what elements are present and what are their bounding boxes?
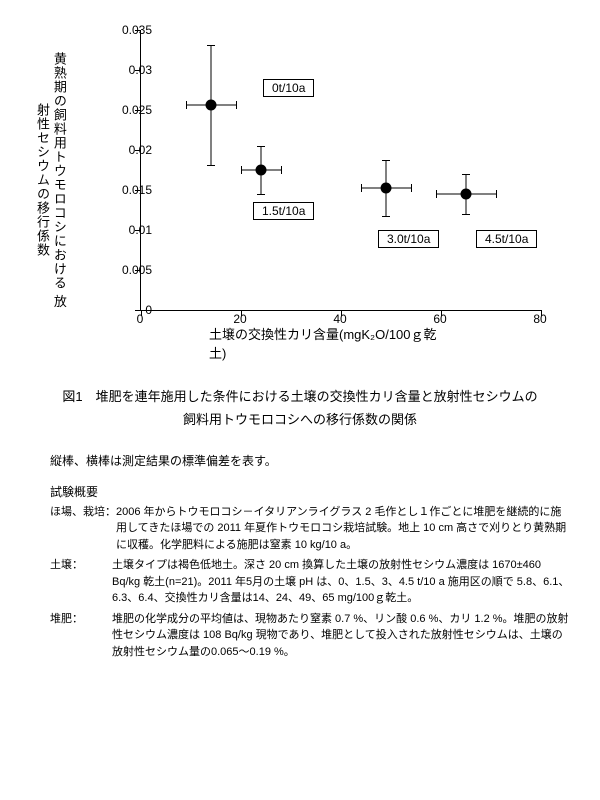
chart-container: 黄熟期の飼料用トウモロコシにおける 放射性セシウムの移行係数 0t/10a1.5… bbox=[40, 20, 560, 360]
caption-note: 縦棒、横棒は測定結果の標準偏差を表す。 bbox=[50, 452, 570, 469]
errorbar-cap bbox=[207, 45, 215, 46]
errorbar-cap bbox=[257, 194, 265, 195]
data-point bbox=[206, 100, 217, 111]
errorbar-cap bbox=[462, 214, 470, 215]
errorbar-cap bbox=[382, 216, 390, 217]
errorbar-cap bbox=[462, 174, 470, 175]
errorbar-cap bbox=[281, 166, 282, 174]
y-tick-label: 0.03 bbox=[102, 63, 152, 77]
description-row: 土壌：土壌タイプは褐色低地土。深さ 20 cm 換算した土壌の放射性セシウム濃度… bbox=[50, 557, 570, 607]
data-point bbox=[256, 165, 267, 176]
description-body: 堆肥の化学成分の平均値は、現物あたり窒素 0.7 %、リン酸 0.6 %、カリ … bbox=[112, 611, 570, 661]
errorbar-cap bbox=[382, 160, 390, 161]
y-tick-label: 0 bbox=[102, 303, 152, 317]
figure-caption: 図1 堆肥を連年施用した条件における土壌の交換性カリ含量と放射性セシウムの 飼料… bbox=[30, 385, 570, 432]
y-tick-label: 0.005 bbox=[102, 263, 152, 277]
x-tick-label: 60 bbox=[433, 312, 446, 326]
description-list: ほ場、栽培：2006 年からトウモロコシ－イタリアンライグラス 2 毛作とし１作… bbox=[20, 504, 580, 661]
x-tick-label: 80 bbox=[533, 312, 546, 326]
description-row: 堆肥：堆肥の化学成分の平均値は、現物あたり窒素 0.7 %、リン酸 0.6 %、… bbox=[50, 611, 570, 661]
errorbar-cap bbox=[236, 101, 237, 109]
x-tick-label: 40 bbox=[333, 312, 346, 326]
y-tick-label: 0.02 bbox=[102, 143, 152, 157]
y-tick-label: 0.01 bbox=[102, 223, 152, 237]
description-label: 堆肥： bbox=[50, 611, 112, 661]
plot-area: 0t/10a 1.5t/10a 3.0t/10a 4.5t/10a bbox=[140, 30, 541, 311]
caption-line-2: 飼料用トウモロコシへの移行係数の関係 bbox=[183, 412, 417, 427]
caption-line-1: 図1 堆肥を連年施用した条件における土壌の交換性カリ含量と放射性セシウムの bbox=[62, 389, 537, 404]
section-heading: 試験概要 bbox=[50, 483, 570, 500]
x-tick-label: 20 bbox=[233, 312, 246, 326]
y-tick-label: 0.015 bbox=[102, 183, 152, 197]
x-tick-label: 0 bbox=[137, 312, 144, 326]
errorbar-cap bbox=[411, 184, 412, 192]
errorbar-cap bbox=[496, 190, 497, 198]
x-axis-title: 土壌の交換性カリ含量(mgK₂O/100ｇ乾土) bbox=[209, 324, 443, 362]
data-point bbox=[461, 189, 472, 200]
data-point bbox=[381, 183, 392, 194]
description-label: ほ場、栽培： bbox=[50, 504, 116, 554]
errorbar-cap bbox=[436, 190, 437, 198]
y-tick-label: 0.025 bbox=[102, 103, 152, 117]
errorbar-cap bbox=[241, 166, 242, 174]
description-body: 土壌タイプは褐色低地土。深さ 20 cm 換算した土壌の放射性セシウム濃度は 1… bbox=[112, 557, 570, 607]
point-label: 4.5t/10a bbox=[476, 230, 537, 248]
y-axis-title-wrap: 黄熟期の飼料用トウモロコシにおける 放射性セシウムの移行係数 bbox=[30, 50, 70, 310]
errorbar-cap bbox=[186, 101, 187, 109]
errorbar-cap bbox=[257, 146, 265, 147]
point-label: 0t/10a bbox=[263, 79, 314, 97]
point-label: 3.0t/10a bbox=[378, 230, 439, 248]
description-row: ほ場、栽培：2006 年からトウモロコシ－イタリアンライグラス 2 毛作とし１作… bbox=[50, 504, 570, 554]
errorbar-cap bbox=[207, 165, 215, 166]
y-axis-title: 黄熟期の飼料用トウモロコシにおける 放射性セシウムの移行係数 bbox=[33, 50, 67, 310]
description-body: 2006 年からトウモロコシ－イタリアンライグラス 2 毛作とし１作ごとに堆肥を… bbox=[116, 504, 570, 554]
description-label: 土壌： bbox=[50, 557, 112, 607]
errorbar-cap bbox=[361, 184, 362, 192]
point-label: 1.5t/10a bbox=[253, 202, 314, 220]
y-tick-label: 0.035 bbox=[102, 23, 152, 37]
